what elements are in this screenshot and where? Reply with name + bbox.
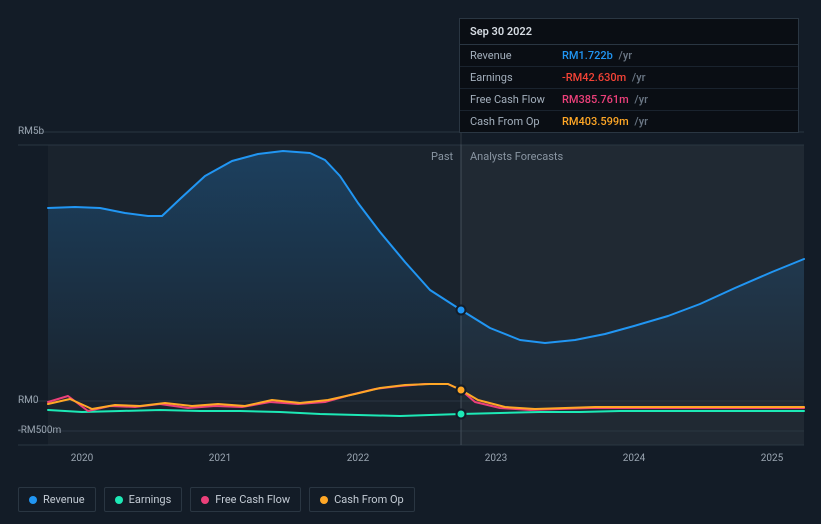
legend-item-free-cash-flow[interactable]: Free Cash Flow xyxy=(190,487,301,512)
tooltip-metric-label: Earnings xyxy=(470,71,562,84)
x-axis-label: 2022 xyxy=(347,453,369,464)
x-axis-label: 2020 xyxy=(71,453,93,464)
x-axis-label: 2025 xyxy=(761,453,783,464)
legend-label: Earnings xyxy=(129,493,172,506)
legend-item-cash-from-op[interactable]: Cash From Op xyxy=(309,487,415,512)
tooltip-suffix: /yr xyxy=(629,71,645,84)
legend-label: Free Cash Flow xyxy=(215,493,290,506)
financial-forecast-chart: RM5bRM0-RM500m 202020212022202320242025 … xyxy=(0,0,821,524)
tooltip-row: Cash From OpRM403.599m /yr xyxy=(460,111,798,132)
tooltip-suffix: /yr xyxy=(632,115,648,128)
legend-dot-icon xyxy=(115,496,123,504)
tooltip-row: RevenueRM1.722b /yr xyxy=(460,45,798,67)
chart-tooltip: Sep 30 2022 RevenueRM1.722b /yrEarnings-… xyxy=(459,18,799,133)
tooltip-date: Sep 30 2022 xyxy=(460,19,798,45)
x-axis-label: 2024 xyxy=(623,453,645,464)
legend-dot-icon xyxy=(201,496,209,504)
x-axis-label: 2023 xyxy=(485,453,507,464)
forecast-label: Analysts Forecasts xyxy=(470,150,563,163)
tooltip-metric-label: Cash From Op xyxy=(470,115,562,128)
tooltip-suffix: /yr xyxy=(616,49,632,62)
tooltip-row: Earnings-RM42.630m /yr xyxy=(460,67,798,89)
legend-label: Revenue xyxy=(43,493,85,506)
tooltip-metric-value: -RM42.630m /yr xyxy=(562,71,646,84)
past-label: Past xyxy=(431,150,453,163)
legend-item-revenue[interactable]: Revenue xyxy=(18,487,96,512)
tooltip-row: Free Cash FlowRM385.761m /yr xyxy=(460,89,798,111)
y-axis-label: RM0 xyxy=(18,395,39,406)
legend-item-earnings[interactable]: Earnings xyxy=(104,487,183,512)
tooltip-metric-label: Free Cash Flow xyxy=(470,93,562,106)
legend-dot-icon xyxy=(320,496,328,504)
y-axis-label: -RM500m xyxy=(18,425,61,436)
tooltip-metric-value: RM1.722b /yr xyxy=(562,49,632,62)
y-axis-label: RM5b xyxy=(18,126,44,137)
tooltip-metric-label: Revenue xyxy=(470,49,562,62)
tooltip-metric-value: RM385.761m /yr xyxy=(562,93,648,106)
tooltip-metric-value: RM403.599m /yr xyxy=(562,115,648,128)
legend-dot-icon xyxy=(29,496,37,504)
chart-legend: Revenue Earnings Free Cash Flow Cash From O… xyxy=(18,487,415,512)
x-axis-label: 2021 xyxy=(209,453,231,464)
legend-label: Cash From Op xyxy=(334,493,404,506)
tooltip-suffix: /yr xyxy=(632,93,648,106)
